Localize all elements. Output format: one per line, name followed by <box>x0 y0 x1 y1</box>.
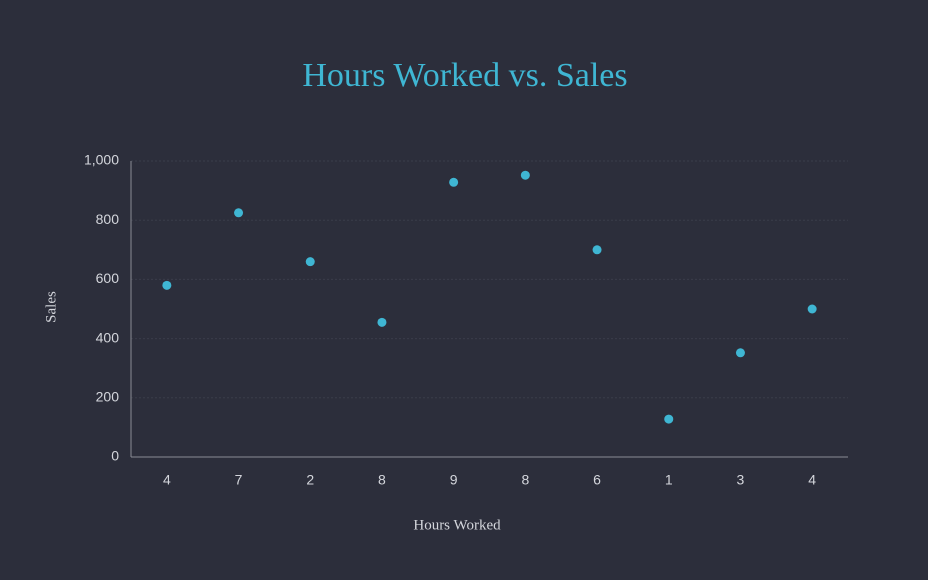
x-tick-label: 4 <box>163 472 171 488</box>
point <box>520 170 530 180</box>
y-tick-label: 0 <box>111 448 119 464</box>
x-axis-label: Hours Worked <box>413 517 501 533</box>
point <box>162 280 172 290</box>
x-tick-label: 8 <box>521 472 529 488</box>
x-tick-label: 1 <box>665 472 673 488</box>
x-tick-label: 6 <box>593 472 601 488</box>
point <box>735 348 745 358</box>
y-tick-label: 400 <box>96 329 120 345</box>
x-tick-label: 7 <box>235 472 243 488</box>
point <box>305 257 315 267</box>
x-tick-label: 8 <box>378 472 386 488</box>
point <box>664 414 674 424</box>
point <box>592 245 602 255</box>
y-axis-label: Sales <box>43 291 59 323</box>
x-tick-label: 2 <box>306 472 314 488</box>
x-tick-label: 4 <box>808 472 816 488</box>
chart-title: Hours Worked vs. Sales <box>302 57 627 94</box>
y-tick-label: 200 <box>96 389 120 405</box>
point <box>377 317 387 327</box>
point <box>807 304 817 314</box>
y-tick-label: 600 <box>96 270 120 286</box>
point <box>449 177 459 187</box>
y-tick-label: 1,000 <box>84 152 119 168</box>
y-tick-label: 800 <box>96 211 120 227</box>
point <box>234 208 244 218</box>
x-tick-label: 9 <box>450 472 458 488</box>
x-tick-label: 3 <box>737 472 745 488</box>
